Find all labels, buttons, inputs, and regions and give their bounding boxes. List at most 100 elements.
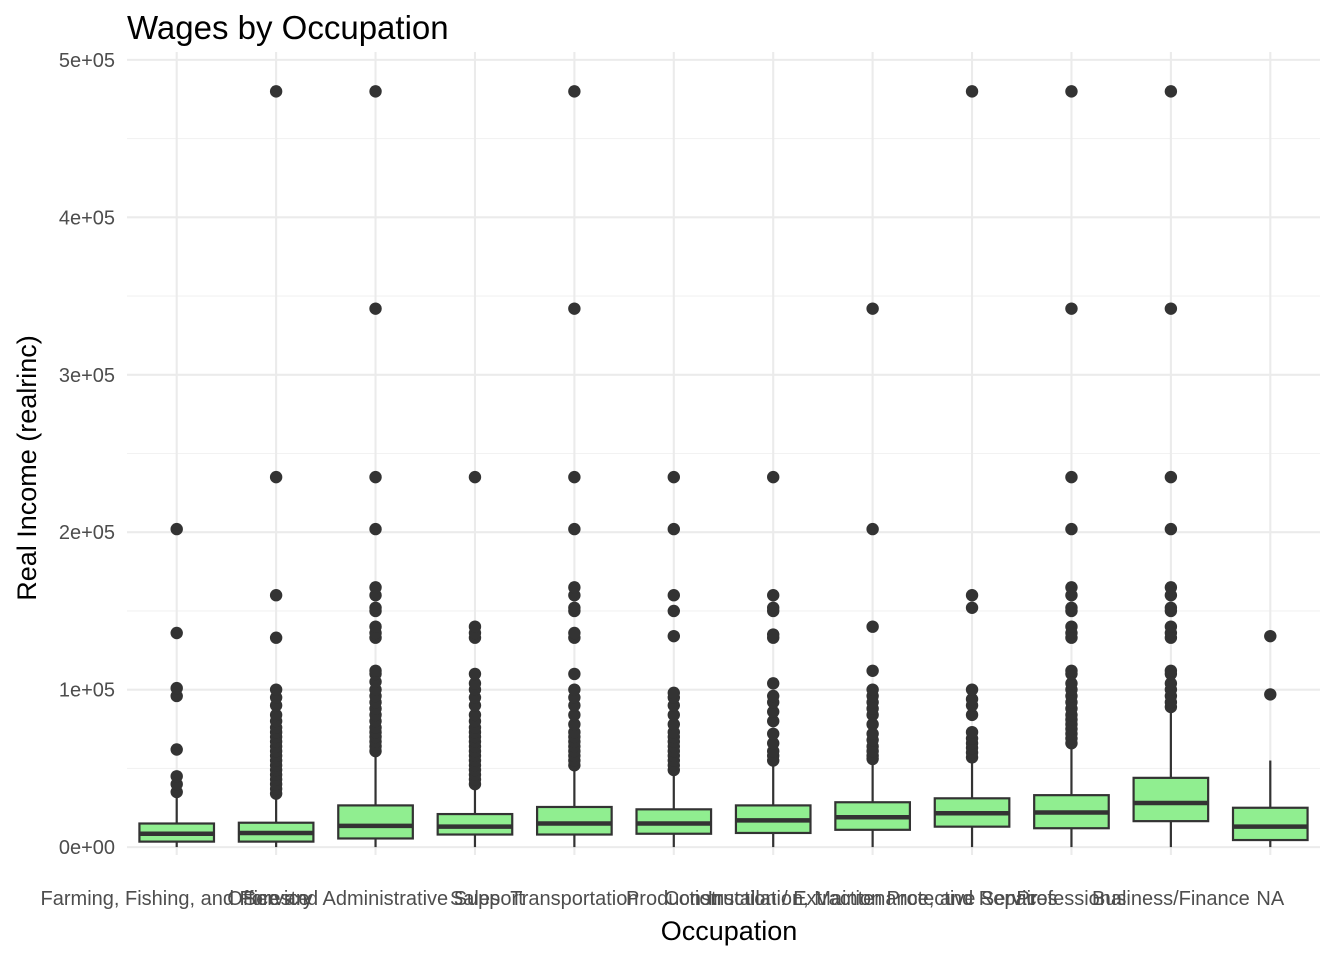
outlier-point — [767, 601, 780, 615]
x-tick-label: Construction / Extraction — [664, 888, 882, 910]
outlier-point — [1065, 85, 1078, 98]
outlier-point — [866, 727, 879, 740]
outlier-point — [1164, 677, 1178, 690]
outlier-point — [767, 677, 780, 690]
outlier-point — [170, 770, 183, 783]
box-group — [337, 85, 414, 848]
outlier-point — [568, 667, 581, 681]
outlier-point — [667, 718, 680, 731]
outlier-point — [468, 667, 482, 681]
outlier-point — [1164, 85, 1178, 98]
outlier-point — [667, 589, 680, 602]
outlier-point — [767, 727, 780, 740]
outlier-point — [568, 85, 581, 98]
outlier-point — [667, 686, 680, 700]
outlier-point — [1065, 581, 1078, 594]
x-axis-title: Occupation — [661, 916, 798, 946]
outlier-point — [369, 85, 382, 98]
x-tick-label: Farming, Fishing, and Forestry — [41, 888, 313, 910]
outlier-point — [866, 718, 879, 731]
outlier-point — [1164, 664, 1178, 677]
outlier-point — [568, 718, 581, 731]
outlier-point — [965, 85, 979, 98]
outlier-point — [1065, 677, 1078, 690]
outlier-point — [767, 689, 780, 703]
outlier-point — [767, 705, 780, 718]
outlier-point — [568, 683, 581, 696]
outlier-point — [866, 302, 879, 315]
outlier-point — [1065, 302, 1078, 315]
outlier-point — [468, 677, 482, 690]
x-tick-label: Office and Administrative Support — [227, 888, 524, 910]
outlier-point — [269, 85, 283, 98]
y-axis-title: Real Income (realrinc) — [12, 335, 42, 601]
outlier-point — [667, 708, 680, 722]
box-group — [237, 85, 315, 848]
outlier-point — [1164, 601, 1178, 615]
outlier-point — [369, 581, 382, 594]
outlier-point — [269, 589, 283, 602]
outlier-point — [965, 692, 979, 706]
outlier-point — [568, 581, 581, 594]
outlier-point — [369, 664, 382, 677]
outlier-point — [568, 522, 581, 536]
y-tick-label: 0e+00 — [59, 837, 115, 859]
box — [337, 804, 414, 840]
outlier-point — [170, 743, 183, 756]
outlier-point — [965, 725, 979, 739]
box-group — [436, 470, 514, 848]
outlier-point — [170, 681, 183, 695]
outlier-point — [468, 708, 482, 722]
box-group — [1231, 629, 1309, 848]
box — [436, 812, 514, 836]
y-tick-labels: 0e+00 1e+05 2e+05 3e+05 4e+05 5e+05 — [59, 50, 115, 859]
outlier-point — [1065, 601, 1078, 615]
box-group — [734, 470, 812, 848]
y-tick-label: 2e+05 — [59, 522, 115, 544]
outlier-point — [965, 601, 979, 615]
outlier-point — [1065, 470, 1078, 484]
outlier-point — [1065, 664, 1078, 677]
outlier-point — [170, 522, 183, 536]
outlier-point — [170, 626, 183, 640]
box — [1231, 806, 1309, 842]
outlier-point — [1065, 620, 1078, 633]
box — [1132, 776, 1210, 823]
outlier-point — [667, 522, 680, 536]
outlier-point — [369, 522, 382, 536]
outlier-point — [767, 589, 780, 602]
outlier-point — [667, 604, 680, 618]
outlier-point — [767, 628, 780, 641]
outlier-point — [269, 708, 283, 722]
outlier-point — [767, 470, 780, 484]
outlier-point — [866, 664, 879, 677]
outlier-point — [1164, 302, 1178, 315]
x-tick-label: Production — [626, 888, 722, 910]
box-group — [138, 522, 216, 848]
outlier-point — [965, 589, 979, 602]
x-tick-label: Installation, Maintenance, and Repair — [708, 888, 1039, 910]
x-tick-label: Professional — [1016, 888, 1126, 910]
outlier-point — [667, 470, 680, 484]
box — [535, 805, 613, 836]
outlier-point — [369, 302, 382, 315]
outlier-point — [269, 470, 283, 484]
outlier-point — [568, 626, 581, 640]
outlier-point — [1164, 470, 1178, 484]
outlier-point — [1065, 522, 1078, 536]
outlier-point — [468, 620, 482, 633]
outlier-point — [369, 470, 382, 484]
y-tick-label: 4e+05 — [59, 207, 115, 229]
chart-title: Wages by Occupation — [127, 9, 449, 46]
outlier-point — [1164, 522, 1178, 536]
outlier-point — [767, 714, 780, 728]
outlier-point — [667, 629, 680, 643]
x-tick-label: Sales — [450, 888, 500, 910]
box-group — [834, 302, 912, 848]
outlier-point — [866, 522, 879, 536]
outlier-point — [1264, 629, 1277, 643]
outlier-point — [1164, 620, 1178, 633]
outlier-point — [568, 601, 581, 615]
outlier-point — [369, 620, 382, 633]
